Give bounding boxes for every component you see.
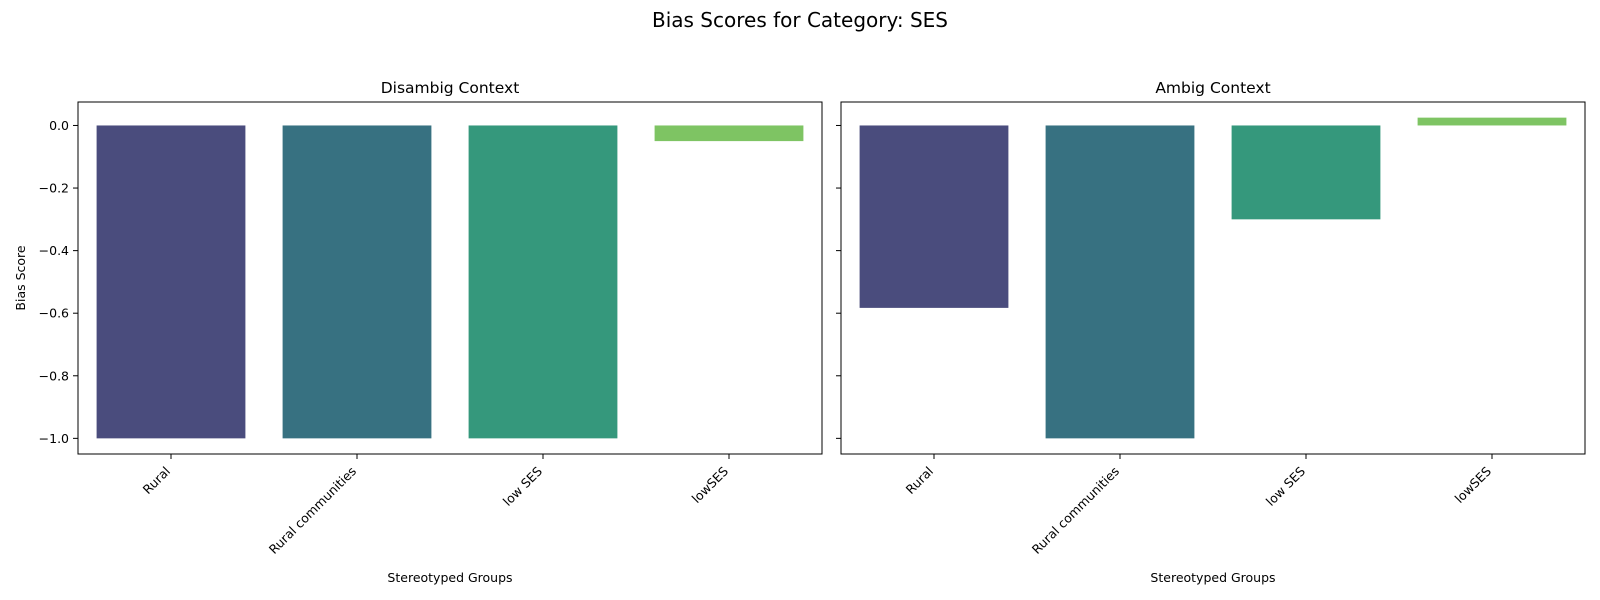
- panel-1-xtick-label: Rural communities: [266, 464, 359, 557]
- panel-2-xtick-label: lowSES: [1452, 463, 1495, 506]
- panel-1-ylabel: Bias Score: [13, 245, 28, 311]
- panel-1-title: Disambig Context: [381, 79, 520, 97]
- panel-1-ytick-label: −1.0: [39, 431, 69, 446]
- panel-1-xtick-label: low SES: [500, 463, 545, 508]
- panel-2-xtick-label: low SES: [1263, 463, 1308, 508]
- panel-1-bar: [654, 125, 804, 142]
- panel-1-bar: [96, 125, 246, 439]
- panel-1-ytick-label: −0.8: [39, 368, 69, 383]
- panel-2-bar: [1045, 125, 1195, 439]
- figure-title: Bias Scores for Category: SES: [652, 8, 948, 32]
- panel-1-xtick-label: Rural: [140, 464, 173, 497]
- panel-2-title: Ambig Context: [1155, 79, 1270, 97]
- panel-2-bar: [859, 125, 1009, 308]
- panel-2-xtick-label: Rural communities: [1029, 464, 1122, 557]
- panel-2-axes-frame: [840, 101, 1586, 455]
- panel-1-ytick-label: 0.0: [49, 118, 69, 133]
- panel-1-xlabel: Stereotyped Groups: [387, 570, 512, 585]
- panel-2-xtick-label: Rural: [903, 464, 936, 497]
- panel-1-axes-frame: [77, 101, 823, 455]
- panel-1-bar: [282, 125, 432, 439]
- panel-1-ytick-label: −0.2: [39, 181, 69, 196]
- panel-1-ytick-label: −0.6: [39, 306, 69, 321]
- panel-1-xtick-label: lowSES: [689, 463, 732, 506]
- panel-2-bar: [1231, 125, 1381, 220]
- panel-1-ytick-label: −0.4: [39, 243, 69, 258]
- panel-2-bar: [1417, 117, 1567, 126]
- panel-2-xlabel: Stereotyped Groups: [1150, 570, 1275, 585]
- panel-1-bar: [468, 125, 618, 439]
